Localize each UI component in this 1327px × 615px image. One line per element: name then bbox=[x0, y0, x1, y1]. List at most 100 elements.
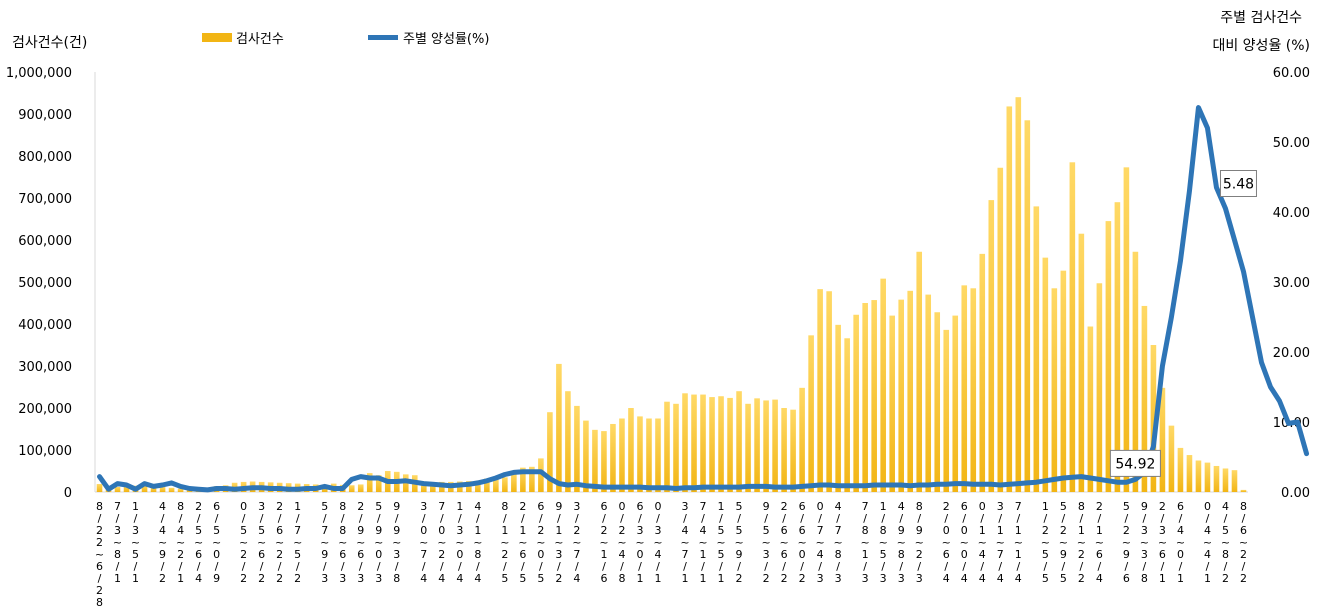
x-tick-char: 7 bbox=[682, 548, 689, 561]
bar bbox=[96, 484, 103, 492]
x-tick-char: 8 bbox=[96, 500, 103, 513]
x-tick-char: 4 bbox=[1222, 500, 1229, 513]
x-tick-char: 5 bbox=[375, 500, 382, 513]
x-tick-char: 5 bbox=[718, 548, 725, 561]
x-tick-label: 0/3 ~4/1 bbox=[653, 500, 662, 585]
bar bbox=[754, 398, 760, 492]
callout-box bbox=[1109, 449, 1161, 477]
x-tick-char: 2 bbox=[159, 572, 166, 585]
x-tick-label: 0/5 ~2/2 bbox=[239, 500, 248, 585]
x-tick-char: 9 bbox=[1123, 548, 1130, 561]
x-tick-char: 4 bbox=[700, 524, 707, 537]
x-tick-char: / bbox=[521, 560, 525, 573]
x-tick-label: 4/7 ~8/3 bbox=[834, 500, 843, 585]
x-tick-label: 9/9 ~3/8 bbox=[392, 500, 401, 585]
x-tick-label: 3/5 ~6/2 bbox=[257, 500, 266, 585]
x-tick-char: 2 bbox=[1222, 572, 1229, 585]
x-tick-char: 5 bbox=[519, 572, 526, 585]
x-tick-char: 7 bbox=[862, 500, 869, 513]
bar bbox=[745, 403, 751, 492]
x-tick-char: / bbox=[602, 560, 606, 573]
bar bbox=[1177, 447, 1184, 492]
y-right-tick: 20.00 bbox=[1273, 346, 1310, 361]
x-tick-char: / bbox=[359, 512, 363, 525]
y-right-tick: 0.00 bbox=[1281, 486, 1310, 501]
x-tick-char: 1 bbox=[177, 572, 184, 585]
x-tick-label: 1/2 ~5/5 bbox=[1041, 500, 1050, 585]
x-tick-char: 5 bbox=[1042, 548, 1049, 561]
x-tick-char: / bbox=[1016, 560, 1020, 573]
legend-bar-swatch bbox=[202, 33, 232, 42]
x-tick-char: 3 bbox=[1141, 524, 1148, 537]
x-tick-label: 1/8 ~5/3 bbox=[879, 500, 888, 585]
bar bbox=[907, 290, 913, 492]
bar bbox=[952, 315, 959, 492]
x-tick-char: 3 bbox=[1141, 548, 1148, 561]
x-tick-char: 0 bbox=[456, 548, 463, 561]
bar bbox=[781, 408, 787, 492]
x-tick-char: 4 bbox=[1204, 524, 1211, 537]
x-tick-char: ~ bbox=[239, 536, 248, 549]
x-tick-char: 1 bbox=[501, 524, 508, 537]
bar bbox=[1123, 167, 1130, 492]
x-tick-char: ~ bbox=[1059, 536, 1068, 549]
x-tick-char: 0 bbox=[420, 524, 427, 537]
bar bbox=[763, 400, 769, 492]
bar bbox=[853, 314, 859, 492]
x-tick-char: / bbox=[539, 560, 543, 573]
x-tick-char: ~ bbox=[698, 536, 707, 549]
x-tick-char: 4 bbox=[943, 572, 950, 585]
bar bbox=[727, 397, 733, 492]
x-tick-char: 3 bbox=[420, 500, 427, 513]
x-tick-char: 1 bbox=[718, 500, 725, 513]
x-tick-char: 2 bbox=[96, 584, 103, 597]
bar bbox=[1060, 270, 1067, 492]
x-tick-char: ~ bbox=[212, 536, 221, 549]
x-tick-char: 8 bbox=[898, 548, 905, 561]
bar bbox=[808, 335, 814, 492]
x-tick-char: 0 bbox=[1204, 500, 1211, 513]
x-tick-char: / bbox=[422, 560, 426, 573]
x-tick-char: 3 bbox=[339, 572, 346, 585]
x-tick-label: 2/9 ~6/3 bbox=[356, 500, 365, 585]
x-tick-char: 5 bbox=[1123, 500, 1130, 513]
x-tick-char: 1 bbox=[1042, 500, 1049, 513]
y-left-tick: 0 bbox=[64, 486, 72, 501]
x-tick-char: / bbox=[683, 512, 687, 525]
x-tick-char: / bbox=[620, 560, 624, 573]
x-tick-char: / bbox=[899, 512, 903, 525]
x-tick-char: / bbox=[800, 560, 804, 573]
x-tick-label: 6/4 ~0/1 bbox=[1176, 500, 1185, 585]
x-tick-label: 2/1 ~6/4 bbox=[1095, 500, 1104, 585]
x-tick-char: / bbox=[1061, 560, 1065, 573]
x-tick-char: 2 bbox=[276, 500, 283, 513]
x-tick-char: ~ bbox=[897, 536, 906, 549]
x-tick-char: 2 bbox=[763, 572, 770, 585]
x-tick-char: ~ bbox=[716, 536, 725, 549]
bar bbox=[610, 423, 616, 492]
x-tick-label: 8/6 ~2/2 bbox=[1239, 500, 1248, 585]
x-tick-char: ~ bbox=[599, 536, 608, 549]
x-tick-char: / bbox=[863, 560, 867, 573]
bar bbox=[592, 429, 598, 492]
x-tick-char: 8 bbox=[474, 548, 481, 561]
x-tick-char: / bbox=[782, 512, 786, 525]
x-tick-label: 9/3 ~3/8 bbox=[1140, 500, 1149, 585]
x-tick-char: 0 bbox=[979, 500, 986, 513]
bar bbox=[880, 278, 886, 492]
x-tick-char: / bbox=[1016, 512, 1020, 525]
x-tick-char: 1 bbox=[1015, 548, 1022, 561]
y-left-tick: 800,000 bbox=[18, 150, 72, 165]
x-tick-char: / bbox=[242, 512, 246, 525]
x-tick-char: ~ bbox=[113, 536, 122, 549]
callout-label: 54.92 bbox=[1115, 456, 1155, 472]
x-tick-label: 9/5 ~3/2 bbox=[761, 500, 770, 585]
x-tick-char: 2 bbox=[600, 524, 607, 537]
x-tick-char: ~ bbox=[1203, 536, 1212, 549]
x-tick-char: / bbox=[521, 512, 525, 525]
x-tick-char: 2 bbox=[1078, 548, 1085, 561]
x-tick-char: ~ bbox=[1158, 536, 1167, 549]
bar bbox=[493, 479, 499, 492]
bar bbox=[691, 394, 697, 492]
bar bbox=[961, 285, 968, 492]
